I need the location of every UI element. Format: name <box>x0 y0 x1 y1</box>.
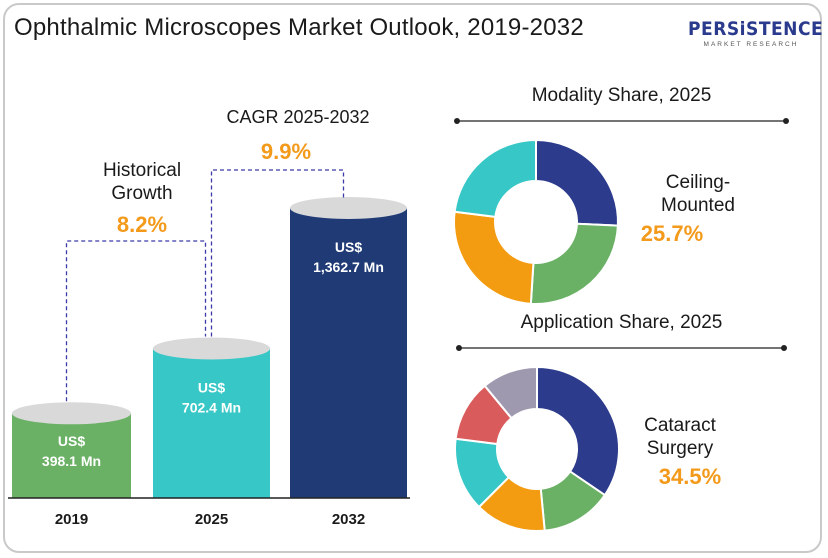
modality-highlight-value: 25.7% <box>641 221 703 246</box>
bar-2025 <box>153 348 270 498</box>
modality-share-rule-dot-left <box>454 118 460 124</box>
bar-value-label: US$ 702.4 Mn <box>182 380 241 416</box>
modality-donut-slice <box>535 138 619 227</box>
cagr-label: CAGR 2025-2032 <box>226 107 369 127</box>
modality-donut-slice <box>453 210 535 305</box>
bar-cap-2019 <box>12 402 131 425</box>
infographic-frame <box>3 3 822 553</box>
application-highlight-label: Cataract Surgery <box>644 415 717 459</box>
historical-growth-value: 8.2% <box>117 212 167 237</box>
application-donut-slice <box>483 365 538 420</box>
modality-donut-slice <box>453 138 537 218</box>
historical-growth-connector <box>65 240 207 402</box>
application-highlight-value: 34.5% <box>659 464 721 489</box>
historical-growth-label: Historical Growth <box>103 160 181 204</box>
logo-tagline: MARKET RESEARCH <box>703 41 799 48</box>
page-title: Ophthalmic Microscopes Market Outlook, 2… <box>14 14 584 41</box>
bar-2019 <box>12 413 131 498</box>
application-donut-slice <box>536 365 620 497</box>
modality-highlight-label: Ceiling-Mounted <box>661 172 735 216</box>
cagr-connector <box>210 169 345 337</box>
logo-wordmark: PERSiSTENCE <box>688 18 824 40</box>
application-share-rule-dot-left <box>456 345 462 351</box>
persistence-logo: PERSiSTENCE MARKET RESEARCH <box>688 14 824 64</box>
cagr-value: 9.9% <box>261 139 311 164</box>
bar-cap-2032 <box>290 197 407 219</box>
bar-2032 <box>290 208 407 498</box>
application-share-rule-dot-right <box>781 345 787 351</box>
x-tick-label: 2025 <box>195 511 228 528</box>
x-tick-label: 2032 <box>332 511 365 528</box>
bar-value-label: US$ 398.1 Mn <box>42 433 101 469</box>
modality-share-title: Modality Share, 2025 <box>532 85 712 106</box>
application-share-title: Application Share, 2025 <box>521 312 723 333</box>
bar-cap-2025 <box>153 337 270 360</box>
modality-share-rule-dot-right <box>783 118 789 124</box>
x-tick-label: 2019 <box>55 511 88 528</box>
bar-value-label: US$ 1,362.7 Mn <box>313 239 384 275</box>
modality-donut-slice <box>529 222 619 305</box>
